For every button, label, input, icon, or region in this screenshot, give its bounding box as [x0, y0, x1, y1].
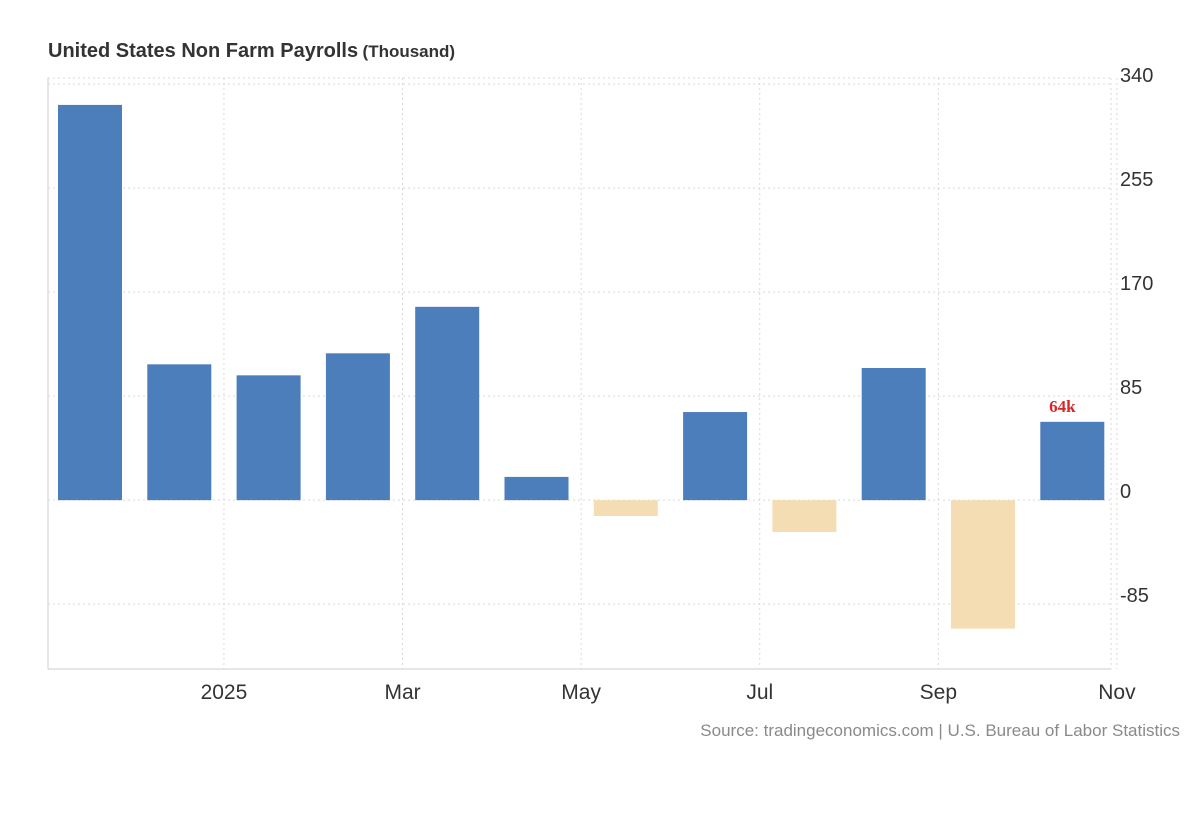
bar-nov-2025	[1040, 421, 1105, 501]
bar-oct-2025	[951, 500, 1015, 629]
chart-title-text: United States Non Farm Payrolls	[48, 40, 359, 62]
bar-aug-2025	[772, 500, 837, 532]
y-tick-label: 0	[1120, 481, 1131, 503]
chart-unit-label: (Thousand)	[362, 42, 456, 61]
x-tick-label: 2025	[201, 681, 248, 704]
x-tick-label: May	[561, 681, 601, 704]
bar-dec-2024	[58, 104, 122, 501]
x-tick-label: Jul	[746, 681, 773, 704]
y-tick-label: 255	[1120, 169, 1153, 191]
bar-jul-2025	[683, 412, 748, 501]
last-value-label: 64k	[1049, 397, 1076, 416]
bar-may-2025	[504, 476, 569, 501]
x-tick-label: Nov	[1098, 681, 1136, 704]
bar-jun-2025	[593, 500, 658, 517]
source-credit: Source: tradingeconomics.com | U.S. Bure…	[700, 721, 1180, 740]
bar-apr-2025	[415, 306, 480, 501]
x-tick-label: Sep	[920, 681, 957, 704]
x-tick-label: Mar	[384, 681, 420, 704]
bar-sep-2025	[861, 367, 926, 501]
y-tick-label: 170	[1120, 273, 1153, 295]
y-tick-label: -85	[1120, 585, 1149, 607]
chart-title: United States Non Farm Payrolls (Thousan…	[48, 40, 455, 63]
bar-jan-2025	[147, 364, 212, 501]
y-tick-label: 85	[1120, 377, 1142, 399]
y-tick-label: 340	[1120, 65, 1153, 87]
bar-mar-2025	[325, 353, 390, 501]
bar-feb-2025	[236, 375, 301, 501]
